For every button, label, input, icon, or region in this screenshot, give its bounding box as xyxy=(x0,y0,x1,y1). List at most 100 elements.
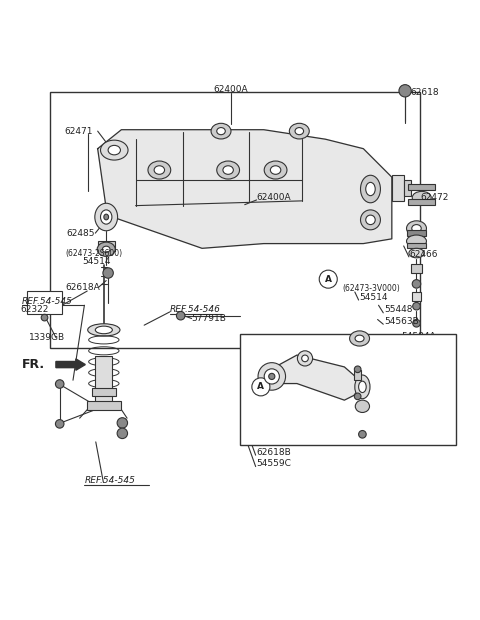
Text: 54563B: 54563B xyxy=(384,317,420,326)
Bar xyxy=(92,388,116,396)
Ellipse shape xyxy=(295,128,303,135)
Bar xyxy=(412,292,421,301)
Text: 62618B: 62618B xyxy=(257,448,291,457)
Text: 54584A: 54584A xyxy=(401,332,436,340)
Text: 54501A: 54501A xyxy=(244,409,278,418)
Ellipse shape xyxy=(289,123,309,139)
Bar xyxy=(411,265,422,273)
Ellipse shape xyxy=(366,215,375,224)
Bar xyxy=(87,401,121,410)
Bar xyxy=(408,184,434,190)
Circle shape xyxy=(117,428,128,438)
Text: 54500: 54500 xyxy=(244,401,273,409)
Ellipse shape xyxy=(298,351,312,366)
Ellipse shape xyxy=(359,381,366,392)
Ellipse shape xyxy=(100,210,112,224)
Circle shape xyxy=(56,420,64,428)
Text: 57791B: 57791B xyxy=(192,314,227,323)
Text: 54551D: 54551D xyxy=(246,373,282,382)
Circle shape xyxy=(359,430,366,438)
Text: (62473-3V000): (62473-3V000) xyxy=(342,284,400,293)
Text: REF.54-545: REF.54-545 xyxy=(84,476,135,485)
Text: 54530C: 54530C xyxy=(405,407,440,415)
Bar xyxy=(96,356,112,406)
Ellipse shape xyxy=(108,145,120,155)
Ellipse shape xyxy=(301,355,308,361)
Polygon shape xyxy=(271,355,363,400)
Text: 54514: 54514 xyxy=(83,257,111,266)
Ellipse shape xyxy=(217,128,225,135)
Text: 62618A: 62618A xyxy=(65,283,100,292)
Circle shape xyxy=(117,418,128,428)
Text: 62471: 62471 xyxy=(64,126,93,136)
Circle shape xyxy=(103,268,113,278)
Ellipse shape xyxy=(211,123,231,139)
Text: 54514: 54514 xyxy=(360,293,388,302)
Circle shape xyxy=(413,319,420,327)
Ellipse shape xyxy=(412,192,431,204)
Ellipse shape xyxy=(407,235,426,247)
Ellipse shape xyxy=(100,140,128,160)
Ellipse shape xyxy=(95,203,118,231)
Bar xyxy=(408,200,434,205)
Text: REF.54-545: REF.54-545 xyxy=(22,297,72,306)
Bar xyxy=(407,243,426,249)
Polygon shape xyxy=(97,130,392,249)
Ellipse shape xyxy=(407,221,426,236)
Ellipse shape xyxy=(154,166,165,174)
Text: 55448: 55448 xyxy=(384,306,413,314)
Text: 1339GB: 1339GB xyxy=(29,333,65,342)
Text: 54559C: 54559C xyxy=(257,459,291,468)
Circle shape xyxy=(319,270,337,288)
Text: 62400A: 62400A xyxy=(213,86,248,94)
Bar xyxy=(404,180,411,196)
Ellipse shape xyxy=(97,242,115,257)
Text: 62322: 62322 xyxy=(21,306,49,314)
Ellipse shape xyxy=(360,175,381,203)
Circle shape xyxy=(56,379,64,388)
Ellipse shape xyxy=(217,161,240,179)
Ellipse shape xyxy=(148,161,171,179)
Ellipse shape xyxy=(223,166,233,174)
Text: 54519B: 54519B xyxy=(400,391,435,400)
Circle shape xyxy=(413,303,420,310)
Bar xyxy=(392,175,404,201)
Ellipse shape xyxy=(366,182,375,196)
Text: FR.: FR. xyxy=(22,358,45,371)
Bar xyxy=(407,230,426,236)
FancyArrow shape xyxy=(56,359,85,370)
Circle shape xyxy=(412,280,421,288)
Circle shape xyxy=(354,366,361,373)
Ellipse shape xyxy=(102,246,110,252)
Ellipse shape xyxy=(355,375,370,399)
Ellipse shape xyxy=(360,210,381,230)
Ellipse shape xyxy=(349,331,370,346)
Circle shape xyxy=(177,311,185,320)
Text: 54559B: 54559B xyxy=(404,419,438,428)
Text: 62466: 62466 xyxy=(410,249,438,259)
Ellipse shape xyxy=(270,166,281,174)
Ellipse shape xyxy=(258,363,286,390)
Ellipse shape xyxy=(355,335,364,342)
Circle shape xyxy=(399,85,411,97)
Text: A: A xyxy=(325,275,332,284)
Text: 62400A: 62400A xyxy=(257,193,291,202)
Ellipse shape xyxy=(269,373,275,379)
Ellipse shape xyxy=(88,324,120,336)
Text: 62618: 62618 xyxy=(411,88,439,97)
Text: A: A xyxy=(257,383,264,391)
Ellipse shape xyxy=(264,369,279,384)
Bar xyxy=(240,334,456,445)
Text: 62485: 62485 xyxy=(67,229,96,237)
Ellipse shape xyxy=(412,224,421,232)
Ellipse shape xyxy=(96,326,112,334)
Text: 54553A: 54553A xyxy=(400,381,435,389)
Circle shape xyxy=(354,393,361,400)
Ellipse shape xyxy=(104,214,108,220)
Bar xyxy=(50,92,420,348)
Bar xyxy=(354,370,361,380)
Ellipse shape xyxy=(264,161,287,179)
Text: (62473-2S600): (62473-2S600) xyxy=(65,249,122,257)
Text: 54552D: 54552D xyxy=(263,363,298,373)
Text: REF.54-546: REF.54-546 xyxy=(170,306,221,314)
